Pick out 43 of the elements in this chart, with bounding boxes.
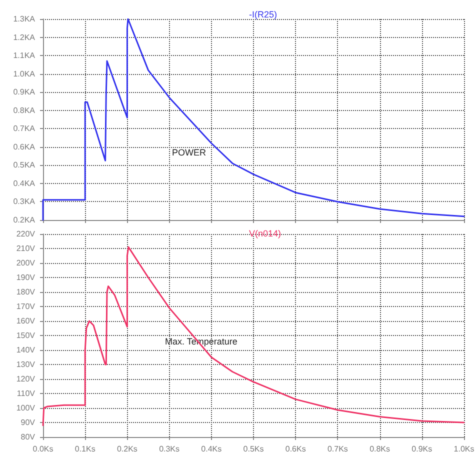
x-tick-label: 0.7Ks — [327, 444, 348, 454]
y-tick-label: 110V — [16, 389, 36, 398]
y-tick-label: 1.2KA — [13, 32, 36, 42]
y-tick-label: 1.0KA — [13, 69, 36, 78]
x-tick-label: 0.2Ks — [116, 444, 138, 454]
line-series — [42, 18, 465, 221]
y-tick-label: 200V — [16, 258, 36, 268]
y-tick-label: 210V — [16, 244, 36, 253]
y-tick-label: 0.3KA — [13, 197, 36, 206]
y-tick-label: 170V — [16, 302, 36, 311]
y-tick-label: 0.9KA — [13, 88, 36, 97]
y-tick-label: 190V — [16, 273, 36, 282]
y-tick-label: 120V — [16, 374, 36, 384]
x-tick-label: 0.8Ks — [370, 444, 390, 454]
chart-title: V(n014) — [249, 228, 282, 238]
y-tick-label: 1.3KA — [13, 14, 36, 24]
x-tick-label: 0.9Ks — [412, 444, 432, 454]
chart-title: -I(R25) — [249, 10, 278, 20]
y-tick-label: 1.1KA — [13, 51, 36, 60]
line-series — [42, 246, 465, 426]
y-tick-label: 80V — [20, 432, 36, 442]
y-tick-label: 90V — [20, 418, 36, 427]
y-tick-label: 100V — [16, 404, 36, 412]
y-tick-label: 180V — [16, 288, 36, 296]
x-tick-label: 0.6Ks — [285, 444, 306, 454]
x-tick-label: 0.3Ks — [159, 444, 180, 454]
y-tick-label: 140V — [16, 346, 36, 354]
y-tick-label: 150V — [16, 331, 36, 340]
y-tick-label: 220V — [16, 230, 36, 238]
x-tick-label: 1.0Ks — [454, 444, 474, 454]
y-tick-label: 0.8KA — [13, 106, 36, 115]
y-tick-label: 0.2KA — [13, 216, 36, 224]
x-tick-label: 0.4Ks — [201, 444, 222, 454]
x-tick-label: 0.0Ks — [32, 444, 54, 454]
y-tick-label: 0.6KA — [13, 142, 36, 152]
y-tick-label: 0.5KA — [13, 160, 36, 170]
x-tick-label: 0.1Ks — [74, 444, 96, 454]
annotation: POWER — [172, 148, 206, 158]
y-tick-label: 160V — [16, 316, 36, 326]
y-tick-label: 0.7KA — [13, 124, 36, 134]
y-tick-label: 130V — [16, 360, 36, 369]
x-tick-label: 0.5Ks — [243, 444, 264, 454]
y-tick-label: 0.4KA — [13, 178, 36, 188]
